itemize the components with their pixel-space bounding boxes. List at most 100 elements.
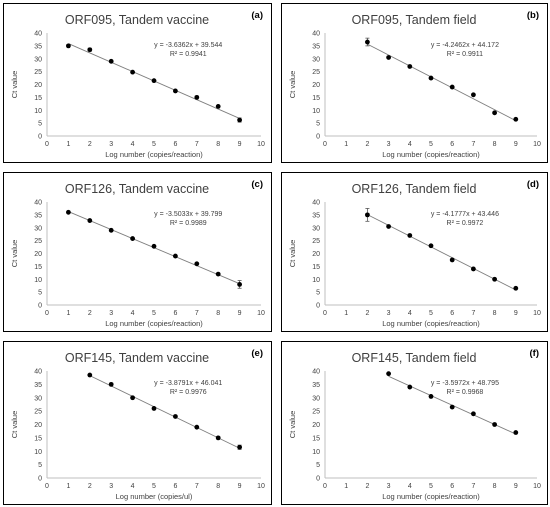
data-point	[386, 55, 391, 60]
data-point	[87, 47, 93, 53]
trendline-equation: y = -3.5972x + 48.795	[431, 380, 499, 387]
trendline-equation: y = -4.1777x + 43.446	[431, 211, 499, 218]
data-point	[173, 414, 178, 419]
panel-border	[281, 3, 548, 163]
chart-title: ORF126, Tandem field	[352, 182, 477, 196]
data-point	[471, 266, 476, 272]
y-axis-label: Ct value	[10, 411, 19, 439]
data-point	[386, 224, 391, 229]
data-point	[365, 39, 370, 45]
y-tick-label: 0	[316, 134, 320, 141]
data-point	[492, 422, 497, 427]
panel-border	[281, 341, 548, 505]
x-tick-label: 2	[88, 483, 92, 490]
y-tick-label: 30	[312, 56, 320, 63]
data-point	[386, 371, 391, 377]
y-tick-label: 10	[312, 449, 320, 456]
y-tick-label: 0	[38, 134, 42, 141]
x-axis-label: Log number (copies/reaction)	[382, 319, 480, 328]
x-tick-label: 4	[408, 310, 412, 317]
data-point	[66, 209, 71, 215]
panel-border	[3, 3, 272, 163]
x-tick-label: 3	[109, 483, 113, 490]
y-axis-label: Ct value	[288, 411, 297, 439]
x-tick-label: 4	[131, 141, 135, 148]
chart-title: ORF145, Tandem field	[352, 351, 477, 365]
x-tick-label: 5	[152, 310, 156, 317]
y-tick-label: 25	[312, 238, 320, 245]
y-tick-label: 25	[312, 69, 320, 76]
x-axis-label: Log number (copies/reaction)	[105, 150, 203, 159]
r-squared-label: R² = 0.9976	[170, 389, 207, 396]
data-point	[365, 212, 370, 218]
y-tick-label: 0	[316, 303, 320, 310]
y-tick-label: 0	[38, 303, 42, 310]
chart-title: ORF145, Tandem vaccine	[65, 351, 209, 365]
y-tick-label: 10	[312, 108, 320, 115]
x-tick-label: 0	[45, 483, 49, 490]
x-tick-label: 8	[216, 310, 220, 317]
y-axis-label: Ct value	[288, 240, 297, 268]
y-tick-label: 25	[34, 409, 42, 416]
x-tick-label: 9	[238, 141, 242, 148]
chart-panel: ORF145, Tandem field (f) 0 1 2 3 4 5 6 7 8 9 10 0 5 10 1…	[281, 341, 548, 505]
data-point	[492, 110, 497, 116]
y-tick-label: 30	[34, 56, 42, 63]
y-tick-label: 30	[312, 395, 320, 402]
x-tick-label: 1	[66, 310, 70, 317]
y-tick-label: 25	[312, 409, 320, 416]
x-tick-label: 1	[66, 141, 70, 148]
y-tick-label: 40	[312, 369, 320, 376]
data-point	[428, 394, 434, 399]
x-tick-label: 0	[45, 310, 49, 317]
y-axis-label: Ct value	[288, 71, 297, 99]
x-tick-label: 8	[216, 483, 220, 490]
y-tick-label: 20	[312, 82, 320, 89]
data-point	[513, 430, 519, 435]
chart-panel: ORF126, Tandem vaccine (c) 0 1 2 3 4 5 6 7 8 9 10 0 5 1…	[3, 172, 272, 332]
y-tick-label: 5	[38, 121, 42, 128]
x-tick-label: 6	[450, 310, 454, 317]
data-point	[87, 372, 93, 378]
x-tick-label: 10	[533, 141, 541, 148]
x-tick-label: 10	[257, 310, 265, 317]
x-axis-label: Log number (copies/reaction)	[382, 150, 480, 159]
trendline-equation: y = -3.5033x + 39.799	[154, 211, 222, 218]
x-axis-label: Log number (copies/reaction)	[382, 492, 480, 501]
y-tick-label: 35	[34, 382, 42, 389]
y-tick-label: 40	[34, 369, 42, 376]
panel-border	[3, 341, 272, 505]
panel-label: (c)	[251, 179, 263, 190]
x-tick-label: 8	[493, 310, 497, 317]
panel-label: (e)	[251, 348, 263, 359]
y-tick-label: 5	[38, 462, 42, 469]
x-axis-label: Log number (copies/ul)	[116, 492, 193, 501]
chart-title: ORF095, Tandem vaccine	[65, 13, 209, 27]
r-squared-label: R² = 0.9972	[447, 220, 484, 227]
x-tick-label: 9	[514, 141, 518, 148]
x-tick-label: 2	[365, 483, 369, 490]
y-tick-label: 40	[312, 31, 320, 38]
data-point	[407, 64, 413, 69]
data-point	[194, 424, 200, 430]
x-tick-label: 5	[429, 483, 433, 490]
x-tick-label: 2	[88, 141, 92, 148]
chart-title: ORF126, Tandem vaccine	[65, 182, 209, 196]
x-tick-label: 8	[216, 141, 220, 148]
r-squared-label: R² = 0.9911	[447, 51, 483, 58]
trendline-equation: y = -4.2462x + 44.172	[431, 42, 499, 49]
data-point	[237, 444, 243, 450]
y-tick-label: 35	[312, 43, 320, 50]
data-point	[130, 236, 136, 241]
data-point	[428, 75, 434, 81]
x-tick-label: 5	[429, 310, 433, 317]
data-point	[87, 218, 93, 223]
y-tick-label: 40	[312, 200, 320, 207]
x-tick-label: 5	[152, 483, 156, 490]
y-tick-label: 35	[34, 43, 42, 50]
x-tick-label: 7	[471, 141, 475, 148]
x-axis-label: Log number (copies/reaction)	[105, 319, 203, 328]
x-tick-label: 4	[131, 310, 135, 317]
trendline	[367, 43, 517, 122]
x-tick-label: 6	[450, 141, 454, 148]
